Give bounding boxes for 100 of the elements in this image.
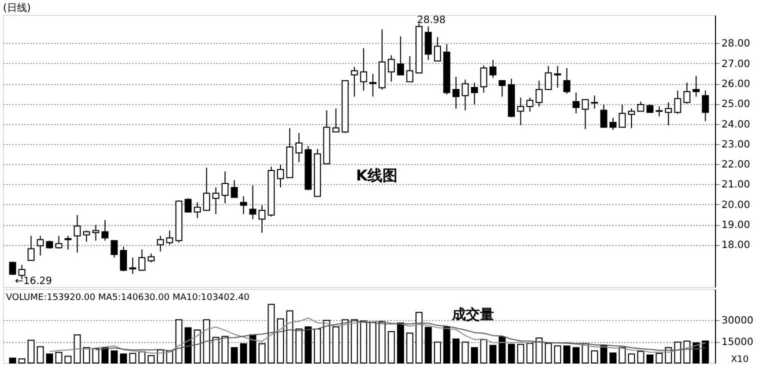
bar (591, 350, 598, 364)
bar (83, 347, 90, 364)
bar (526, 342, 534, 364)
candlestick (332, 108, 340, 132)
candlestick (536, 80, 543, 107)
y-tick-label: 27.00 (722, 58, 750, 70)
bar (397, 322, 404, 364)
bar (295, 328, 302, 364)
text: X10 (731, 355, 749, 365)
bar (46, 354, 54, 364)
candlestick (544, 65, 552, 90)
candlestick (166, 230, 174, 246)
candlestick (702, 90, 709, 122)
candlestick (101, 220, 108, 242)
bar (148, 355, 155, 364)
bar (268, 304, 275, 364)
bar (554, 345, 562, 364)
bar (637, 350, 644, 364)
y-tick-label: 19.00 (722, 220, 750, 232)
candlestick (55, 235, 62, 250)
bar (314, 328, 321, 364)
candlestick (295, 132, 302, 163)
bar (452, 338, 460, 364)
candlestick (64, 235, 72, 250)
candlestick (618, 104, 626, 128)
y-tick-label: 22.00 (722, 160, 750, 171)
candlestick (230, 180, 238, 198)
candlestick (110, 240, 118, 258)
candlestick (489, 59, 496, 78)
bar (120, 354, 127, 364)
candlestick (388, 54, 395, 82)
candlestick (9, 261, 16, 276)
annotation: ←16.29 (15, 276, 52, 287)
annotation: VOLUME:153920.00 MA5:140630.00 MA10:103402.40 (6, 293, 250, 303)
bar (656, 352, 663, 364)
bar (674, 342, 682, 364)
bar (536, 338, 543, 364)
candlestick (350, 66, 358, 98)
bar (498, 336, 506, 364)
candlestick (434, 36, 442, 62)
candlestick (276, 164, 284, 188)
bar (9, 358, 16, 364)
candlestick (194, 202, 201, 219)
bar (489, 344, 496, 364)
candlestick (120, 246, 127, 272)
bar (55, 352, 62, 364)
bar (92, 348, 100, 364)
bar (249, 334, 256, 364)
bar (304, 326, 312, 364)
bar (572, 347, 580, 364)
bar (230, 347, 238, 364)
candlestick (554, 65, 562, 88)
candlestick (637, 101, 644, 112)
bar (286, 310, 294, 364)
candlestick (397, 36, 404, 76)
bar (175, 319, 182, 364)
candlestick (28, 235, 35, 262)
candlestick (240, 196, 248, 215)
candlestick (498, 80, 506, 98)
candlestick (452, 76, 460, 109)
bar (508, 344, 515, 364)
annotation: 成交量 (450, 306, 494, 323)
bar (110, 350, 118, 364)
bar (443, 326, 450, 364)
bar (544, 342, 552, 364)
candlestick (424, 26, 432, 60)
y-tick-label: 26.00 (722, 79, 750, 90)
y-tick-label: 24.00 (722, 119, 750, 130)
bar (702, 340, 709, 364)
bar (194, 330, 201, 364)
bar (462, 342, 469, 364)
candlestick (674, 90, 682, 114)
bar (222, 336, 229, 364)
bar (369, 322, 376, 364)
bar (64, 356, 72, 364)
candlestick (591, 95, 598, 109)
candlestick (470, 82, 478, 105)
candlestick (656, 106, 663, 117)
candlestick (600, 104, 608, 128)
y-tick-label: 28.00 (722, 38, 750, 50)
bar (610, 352, 617, 364)
candlestick (83, 230, 90, 242)
candlestick (184, 198, 192, 213)
bar (101, 347, 108, 364)
y-tick-label: 30000 (722, 316, 754, 327)
candlestick (526, 97, 534, 112)
bar (212, 336, 220, 364)
candlestick (249, 184, 256, 220)
bar (18, 358, 26, 364)
candlestick (480, 64, 488, 94)
bar (360, 320, 368, 364)
candlestick (572, 92, 580, 114)
chart-title: (日线) (3, 2, 31, 14)
bar (258, 343, 266, 364)
annotation: 28.98 (417, 15, 446, 26)
candlestick (36, 235, 44, 256)
bar (683, 340, 690, 364)
bar (28, 340, 35, 364)
y-tick-label: 18.00 (722, 240, 750, 252)
y-tick-label: 25.00 (722, 99, 750, 110)
